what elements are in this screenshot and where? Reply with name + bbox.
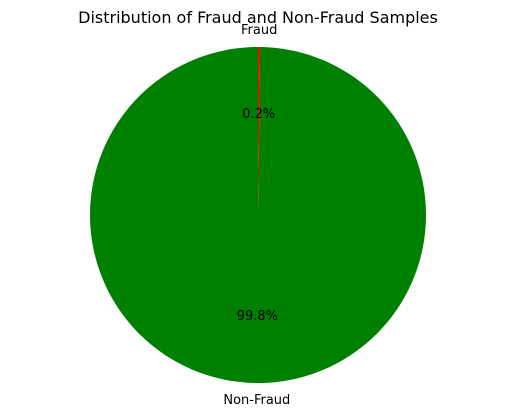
pct-label-non-fraud: 99.8% [237,309,278,324]
slice-label-fraud: Fraud [241,23,277,38]
pie-slice-non-fraud [90,47,427,384]
chart-title: Distribution of Fraud and Non-Fraud Samp… [78,8,438,27]
slice-label-non-fraud: Non-Fraud [223,393,290,408]
pct-label-fraud: 0.2% [242,107,275,122]
pie-slices [90,47,427,384]
pie-labels: Non-Fraud 99.8% Fraud 0.2% [223,23,290,408]
pie-slice-fraud [258,47,261,215]
